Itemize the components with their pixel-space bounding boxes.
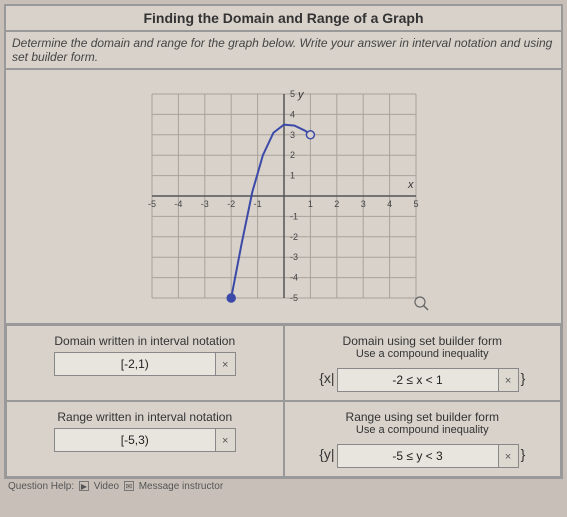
svg-text:-4: -4 <box>290 273 298 283</box>
svg-text:-4: -4 <box>174 199 182 209</box>
graph-wrap: -5-4-3-2-112345-5-4-3-2-112345xy <box>134 76 434 321</box>
message-icon[interactable]: ✉ <box>124 481 134 491</box>
range-set-prefix: {y| <box>317 446 336 462</box>
page-title: Finding the Domain and Range of a Graph <box>6 6 561 32</box>
domain-set-suffix: } <box>519 370 528 386</box>
question-help-row: Question Help: ▶ Video ✉ Message instruc… <box>4 479 563 494</box>
svg-text:x: x <box>407 179 414 191</box>
help-label: Question Help: <box>8 481 74 492</box>
svg-text:3: 3 <box>290 130 295 140</box>
domain-set-sublabel: Use a compound inequality <box>291 348 555 360</box>
svg-text:-3: -3 <box>200 199 208 209</box>
clear-icon[interactable]: × <box>498 445 518 467</box>
message-label[interactable]: Message instructor <box>139 481 223 492</box>
domain-interval-label: Domain written in interval notation <box>13 334 277 348</box>
domain-interval-cell: Domain written in interval notation [-2,… <box>6 325 284 401</box>
clear-icon[interactable]: × <box>215 353 235 375</box>
svg-text:5: 5 <box>413 199 418 209</box>
svg-text:2: 2 <box>290 150 295 160</box>
instructions-text: Determine the domain and range for the g… <box>6 32 561 70</box>
range-interval-label: Range written in interval notation <box>13 410 277 424</box>
domain-set-prefix: {x| <box>317 370 336 386</box>
domain-set-cell: Domain using set builder form Use a comp… <box>284 325 562 401</box>
range-set-input[interactable]: -5 ≤ y < 3 × <box>337 444 519 468</box>
video-icon[interactable]: ▶ <box>79 481 89 491</box>
svg-text:-1: -1 <box>253 199 261 209</box>
svg-text:5: 5 <box>290 89 295 99</box>
svg-text:-3: -3 <box>290 252 298 262</box>
svg-text:4: 4 <box>387 199 392 209</box>
video-label[interactable]: Video <box>94 481 119 492</box>
answers-grid: Domain written in interval notation [-2,… <box>6 325 561 477</box>
function-graph: -5-4-3-2-112345-5-4-3-2-112345xy <box>134 76 434 316</box>
svg-text:4: 4 <box>290 109 295 119</box>
range-interval-cell: Range written in interval notation [-5,3… <box>6 401 284 477</box>
svg-text:-5: -5 <box>290 293 298 303</box>
domain-set-row: {x| -2 ≤ x < 1 × } <box>317 364 527 392</box>
svg-text:-5: -5 <box>147 199 155 209</box>
range-set-cell: Range using set builder form Use a compo… <box>284 401 562 477</box>
svg-text:2: 2 <box>334 199 339 209</box>
clear-icon[interactable]: × <box>498 369 518 391</box>
svg-text:-1: -1 <box>290 211 298 221</box>
domain-interval-value: [-2,1) <box>55 357 215 371</box>
svg-text:-2: -2 <box>290 232 298 242</box>
range-set-row: {y| -5 ≤ y < 3 × } <box>317 440 527 468</box>
graph-panel: -5-4-3-2-112345-5-4-3-2-112345xy <box>6 70 561 325</box>
range-set-sublabel: Use a compound inequality <box>291 424 555 436</box>
svg-text:3: 3 <box>360 199 365 209</box>
domain-set-value: -2 ≤ x < 1 <box>338 373 498 387</box>
svg-text:1: 1 <box>307 199 312 209</box>
range-set-value: -5 ≤ y < 3 <box>338 449 498 463</box>
range-set-label: Range using set builder form <box>291 410 555 424</box>
domain-set-label: Domain using set builder form <box>291 334 555 348</box>
domain-set-input[interactable]: -2 ≤ x < 1 × <box>337 368 519 392</box>
domain-interval-input[interactable]: [-2,1) × <box>54 352 236 376</box>
problem-container: Finding the Domain and Range of a Graph … <box>4 4 563 479</box>
range-interval-input[interactable]: [-5,3) × <box>54 428 236 452</box>
svg-text:-2: -2 <box>227 199 235 209</box>
range-interval-value: [-5,3) <box>55 433 215 447</box>
clear-icon[interactable]: × <box>215 429 235 451</box>
svg-text:1: 1 <box>290 171 295 181</box>
range-set-suffix: } <box>519 446 528 462</box>
